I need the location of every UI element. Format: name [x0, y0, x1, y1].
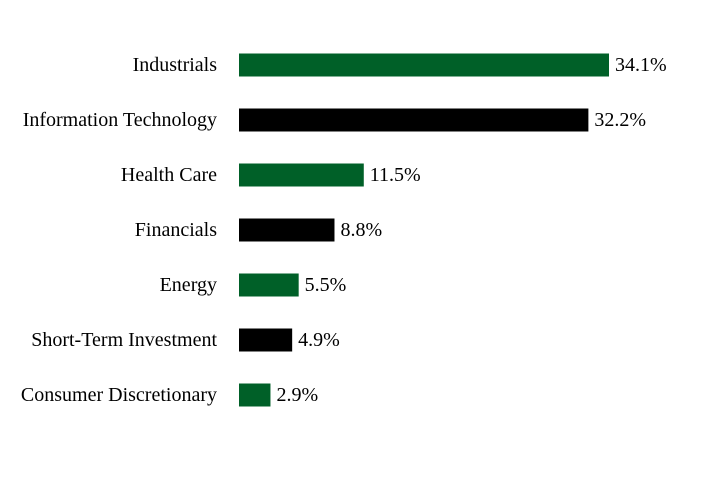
bar-5: [239, 328, 293, 352]
category-label: Health Care: [121, 164, 217, 186]
value-label: 5.5%: [305, 274, 347, 296]
bar-0: [239, 53, 609, 77]
value-label: 4.9%: [298, 329, 340, 351]
category-label: Industrials: [133, 54, 218, 76]
bar-group: [239, 53, 609, 407]
bar-3: [239, 218, 335, 242]
category-label: Short-Term Investment: [31, 329, 217, 351]
category-label: Information Technology: [23, 109, 217, 131]
value-label: 2.9%: [276, 384, 318, 406]
value-label: 34.1%: [615, 54, 667, 76]
category-label: Financials: [135, 219, 217, 241]
value-label-group: 34.1% 32.2% 11.5% 8.8% 5.5% 4.9% 2.9%: [276, 54, 666, 406]
bar-6: [239, 383, 271, 407]
bar-2: [239, 163, 364, 187]
value-label: 8.8%: [340, 219, 382, 241]
bar-1: [239, 108, 589, 132]
value-label: 11.5%: [370, 164, 421, 186]
category-label-group: Industrials Information Technology Health …: [21, 54, 218, 406]
category-label: Energy: [160, 274, 217, 296]
bar-4: [239, 273, 299, 297]
value-label: 32.2%: [594, 109, 646, 131]
category-label: Consumer Discretionary: [21, 384, 217, 406]
